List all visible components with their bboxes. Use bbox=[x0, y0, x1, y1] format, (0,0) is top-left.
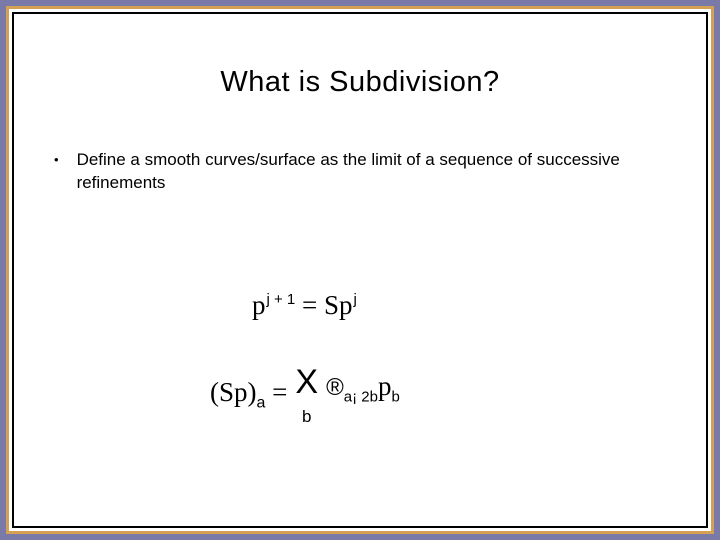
eq1-base1: p bbox=[252, 290, 266, 320]
eq1-sup1: j + 1 bbox=[267, 291, 296, 308]
eq2-lhs: (Sp)a = bbox=[210, 377, 287, 412]
slide-title: What is Subdivision? bbox=[14, 66, 706, 99]
eq2-sum: X b bbox=[295, 364, 318, 425]
eq1-base2: p bbox=[339, 290, 353, 320]
slide-gold-border: What is Subdivision? • Define a smooth c… bbox=[6, 6, 714, 534]
bullet-item: • Define a smooth curves/surface as the … bbox=[54, 148, 656, 194]
bullet-marker: • bbox=[54, 150, 59, 170]
eq2-rhs: ®a¡ 2bpb bbox=[326, 371, 400, 405]
slide-outer-frame: What is Subdivision? • Define a smooth c… bbox=[0, 0, 720, 540]
eq1-equals: = bbox=[295, 290, 324, 320]
equation-1: pj + 1 = Spj bbox=[252, 290, 357, 321]
sum-lower-index: b bbox=[302, 408, 311, 425]
bullet-text: Define a smooth curves/surface as the li… bbox=[77, 148, 656, 194]
sum-symbol: X bbox=[295, 364, 318, 400]
eq1-coef: S bbox=[324, 290, 339, 320]
eq1-sup2: j bbox=[354, 291, 357, 308]
equation-2: (Sp)a = X b ®a¡ 2bpb bbox=[210, 364, 400, 425]
slide-content-area: What is Subdivision? • Define a smooth c… bbox=[12, 12, 708, 528]
